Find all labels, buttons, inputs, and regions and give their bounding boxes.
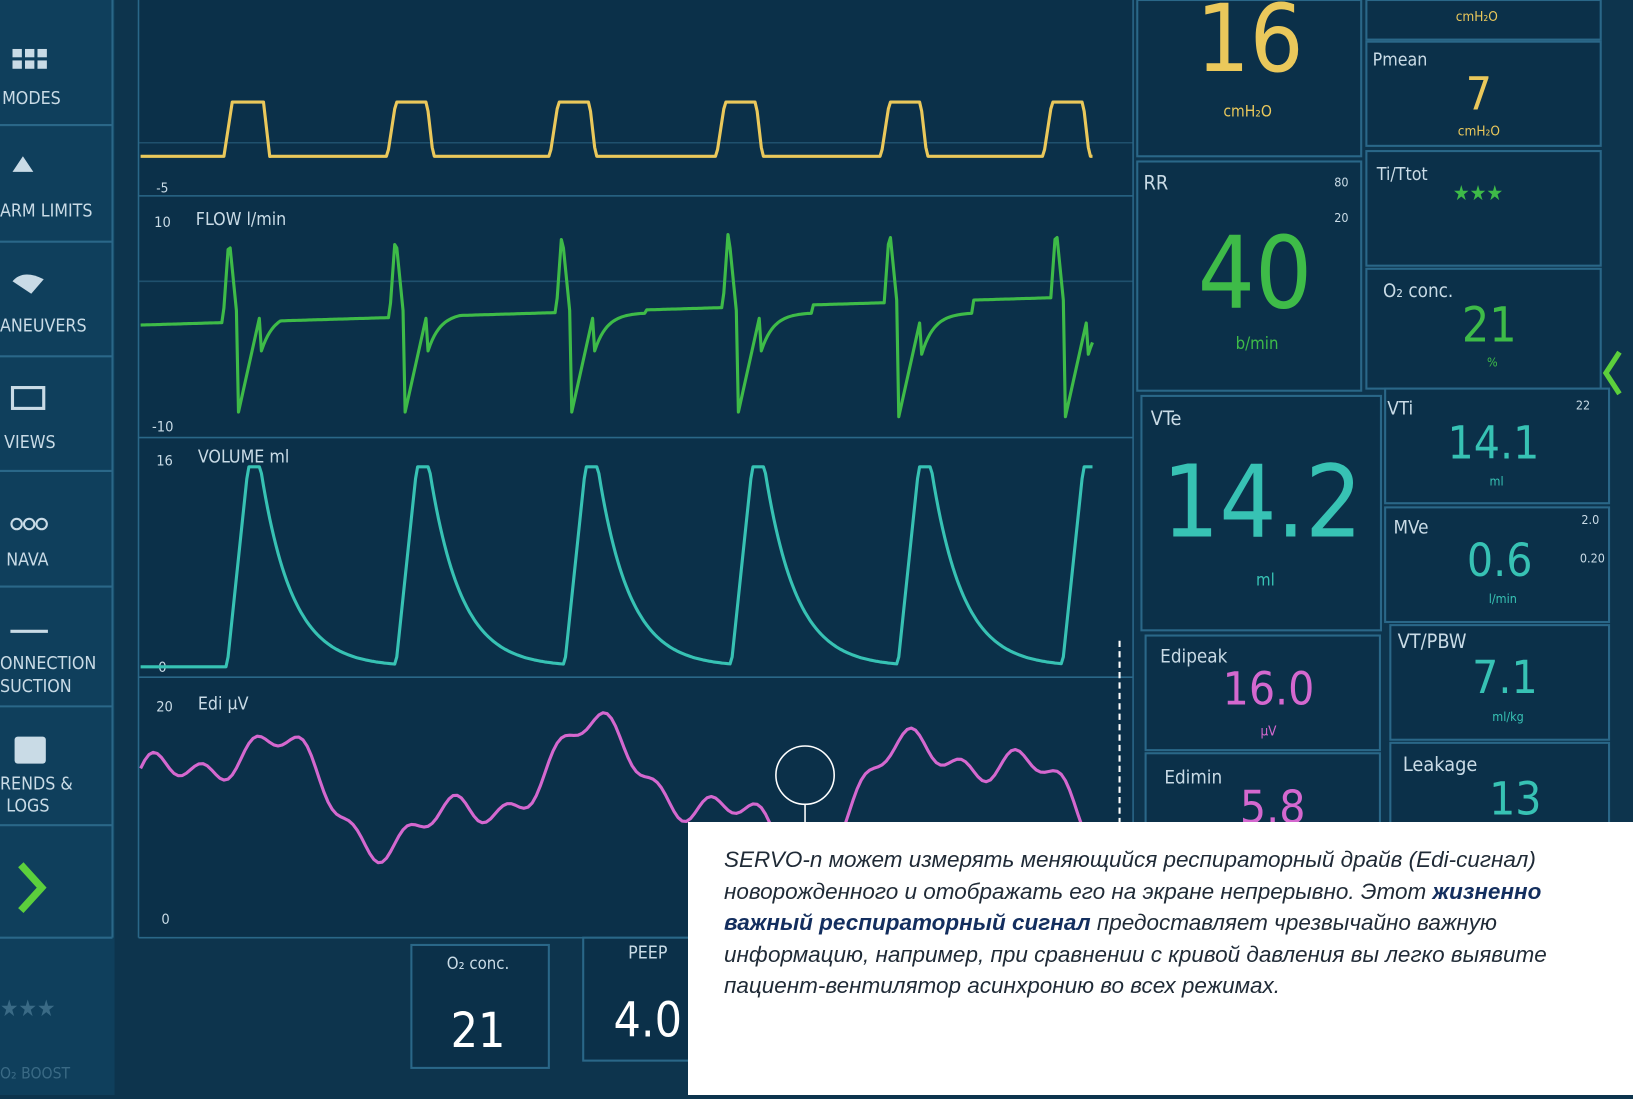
menu-label[interactable]: RENDS &: [0, 775, 73, 795]
setting-value[interactable]: 21: [451, 1004, 506, 1059]
panel-label: RR: [1144, 172, 1169, 195]
axis-label: -10: [152, 418, 173, 435]
axis-label: 16: [156, 453, 173, 470]
menu-label[interactable]: NAVA: [6, 551, 48, 571]
limit: 80: [1334, 174, 1348, 189]
rr-value: 40: [1198, 214, 1312, 331]
panel-label: Pmean: [1373, 51, 1428, 71]
menu-label[interactable]: MODES: [2, 89, 61, 109]
unit: ml: [1490, 474, 1504, 489]
caption-text: SERVO-n может измерять меняющийся респир…: [724, 847, 1536, 904]
panel-label: Edipeak: [1160, 647, 1227, 668]
leakage-value: 13: [1489, 772, 1541, 826]
menu-label[interactable]: ONNECTION: [0, 654, 96, 674]
panel-label: O₂ conc.: [1383, 281, 1453, 302]
menu-bg: [0, 0, 115, 1095]
edipeak-value: 16.0: [1223, 661, 1315, 715]
axis-label: 20: [156, 699, 173, 716]
panel-label: Edimin: [1164, 767, 1222, 788]
unit: b/min: [1236, 334, 1279, 353]
menu-label[interactable]: SUCTION: [0, 677, 72, 697]
panel-label: VTi: [1387, 399, 1413, 420]
axis-label: 0: [161, 911, 169, 928]
wave-label: FLOW l/min: [196, 210, 286, 230]
unit: l/min: [1489, 591, 1517, 606]
wave-area: [139, 0, 1134, 938]
axis-label: 10: [154, 214, 171, 231]
unit: μV: [1260, 724, 1277, 740]
wave-label: Edi μV: [198, 695, 249, 715]
unit: ml/kg: [1492, 709, 1523, 724]
unit: %: [1487, 355, 1498, 370]
stars: ★★★: [0, 996, 55, 1022]
panel-label: Leakage: [1403, 753, 1478, 776]
vti-value: 14.1: [1448, 415, 1540, 469]
limit: 22: [1576, 397, 1590, 412]
wave-label: VOLUME ml: [198, 448, 289, 468]
unit: cmH₂O: [1458, 123, 1500, 139]
menu-label[interactable]: ANEUVERS: [0, 316, 87, 336]
menu-label[interactable]: LOGS: [6, 797, 49, 817]
panel-label: VTe: [1151, 407, 1182, 430]
axis-label: -5: [156, 181, 168, 197]
panel-label: Ti/Ttot: [1376, 165, 1428, 185]
limit: 0.20: [1580, 551, 1605, 566]
o2-value: 21: [1462, 299, 1517, 354]
setting-value[interactable]: 4.0: [614, 994, 683, 1049]
limit: 2.0: [1581, 512, 1599, 527]
ppeak-value: 16: [1196, 0, 1303, 94]
pmean-value: 7: [1466, 66, 1492, 120]
mve-value: 0.6: [1467, 533, 1533, 587]
boost-label[interactable]: O₂ BOOST: [0, 1064, 71, 1082]
unit: cmH₂O: [1456, 9, 1498, 25]
vte-value: 14.2: [1162, 444, 1362, 561]
screen: MODES ARM LIMITS ANEUVERS VIEWS NAVA ONN…: [0, 0, 1633, 1095]
menu-label[interactable]: VIEWS: [4, 433, 55, 453]
panel-label: MVe: [1393, 517, 1428, 538]
unit: ml: [1256, 571, 1275, 590]
panel-label[interactable]: O₂ conc.: [447, 954, 509, 973]
stars: ★★★: [1453, 181, 1503, 205]
limit: 20: [1334, 210, 1348, 225]
panel-label[interactable]: PEEP: [628, 944, 668, 964]
caption: SERVO-n может измерять меняющийся респир…: [688, 822, 1633, 1095]
menu-label[interactable]: ARM LIMITS: [0, 202, 92, 222]
panel-label: VT/PBW: [1398, 630, 1467, 653]
unit: cmH₂O: [1223, 103, 1272, 121]
vtpbw-value: 7.1: [1472, 650, 1538, 704]
